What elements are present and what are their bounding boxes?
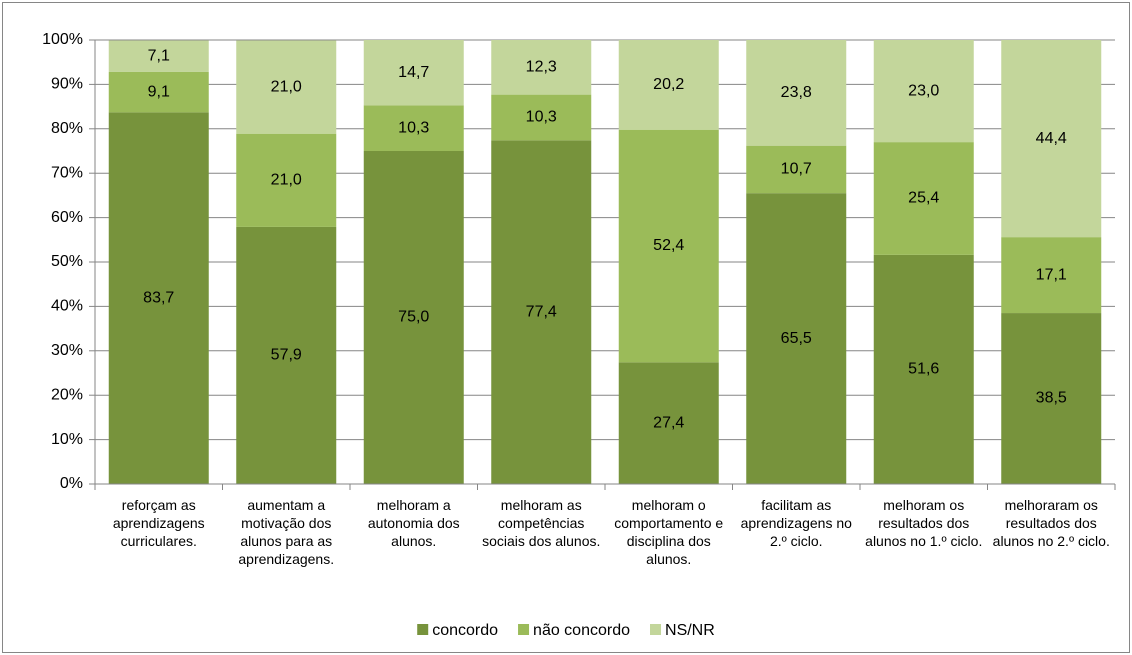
x-tick-label: aumentam a motivação dos alunos para as … <box>238 497 335 567</box>
bar-segment <box>746 40 847 146</box>
value-label: 57,9 <box>271 347 302 364</box>
value-label: 10,7 <box>781 161 812 178</box>
legend-swatch <box>518 624 530 635</box>
y-tick-label: 20% <box>51 386 83 403</box>
x-tick-label: melhoram os resultados dos alunos no 1.º… <box>865 497 983 549</box>
bar-segment <box>236 133 337 227</box>
value-label: 38,5 <box>1036 390 1067 407</box>
bar-segment <box>618 129 719 363</box>
y-tick-label: 30% <box>51 342 83 359</box>
bar-segment <box>746 193 847 484</box>
bar-segment <box>108 71 209 113</box>
y-tick-label: 60% <box>51 209 83 226</box>
bar-segment <box>363 151 464 484</box>
value-label: 75,0 <box>398 309 429 326</box>
value-label: 51,6 <box>908 361 939 378</box>
value-label: 9,1 <box>148 83 170 100</box>
legend-label: NS/NR <box>665 622 715 639</box>
x-tick-label: melhoram a autonomia dos alunos. <box>367 497 460 549</box>
bar-segment <box>236 40 337 134</box>
bar-segment <box>618 362 719 484</box>
y-tick-label: 70% <box>51 164 83 181</box>
legend: concordo não concordo NS/NR <box>417 622 715 639</box>
legend-label: não concordo <box>533 622 630 639</box>
legend-label: concordo <box>432 622 498 639</box>
legend-swatch <box>417 624 429 635</box>
value-label: 10,3 <box>398 119 429 136</box>
value-label: 77,4 <box>526 303 557 320</box>
value-label: 21,0 <box>271 78 302 95</box>
x-tick-label: facilitam as aprendizagens no 2.º ciclo. <box>740 497 852 549</box>
value-label: 23,8 <box>781 84 812 101</box>
bar-segment <box>363 105 464 151</box>
bar-segment <box>746 145 847 194</box>
value-label: 44,4 <box>1036 130 1067 147</box>
y-tick-label: 10% <box>51 431 83 448</box>
value-label: 7,1 <box>148 47 170 64</box>
legend-swatch <box>650 624 662 635</box>
y-tick-label: 90% <box>51 76 83 93</box>
bar-segment <box>873 40 974 143</box>
y-tick-label: 100% <box>42 31 83 48</box>
bar-segment <box>491 94 592 141</box>
value-label: 83,7 <box>143 289 174 306</box>
x-tick-label: reforçam as aprendizagens curriculares. <box>112 497 205 549</box>
value-label: 25,4 <box>908 190 939 207</box>
value-label: 21,0 <box>271 172 302 189</box>
x-tick-label: melhoraram os resultados dos alunos no 2… <box>992 497 1110 549</box>
value-label: 14,7 <box>398 64 429 81</box>
value-label: 20,2 <box>653 76 684 93</box>
y-tick-label: 0% <box>60 475 83 492</box>
x-tick-label: melhoram o comportamento e disciplina do… <box>614 497 724 567</box>
x-tick-label: melhoram as competências sociais dos alu… <box>482 497 601 549</box>
bar-segment <box>1001 313 1102 484</box>
bar-segment <box>491 40 592 95</box>
bar-segment <box>1001 237 1102 314</box>
value-label: 17,1 <box>1036 266 1067 283</box>
bar-segment <box>236 226 337 484</box>
bar-segment <box>491 140 592 484</box>
bar-segment <box>618 40 719 130</box>
value-label: 65,5 <box>781 330 812 347</box>
y-tick-label: 50% <box>51 253 83 270</box>
bar-segment <box>873 254 974 484</box>
bar-segment <box>1001 40 1102 238</box>
value-label: 52,4 <box>653 237 684 254</box>
value-label: 10,3 <box>526 109 557 126</box>
bar-segment <box>108 40 209 72</box>
y-tick-label: 80% <box>51 120 83 137</box>
bar-segment <box>873 142 974 255</box>
y-tick-label: 40% <box>51 298 83 315</box>
value-label: 27,4 <box>653 414 684 431</box>
bar-segment <box>363 40 464 106</box>
value-label: 23,0 <box>908 82 939 99</box>
value-label: 12,3 <box>526 59 557 76</box>
bar-segment <box>108 112 209 484</box>
